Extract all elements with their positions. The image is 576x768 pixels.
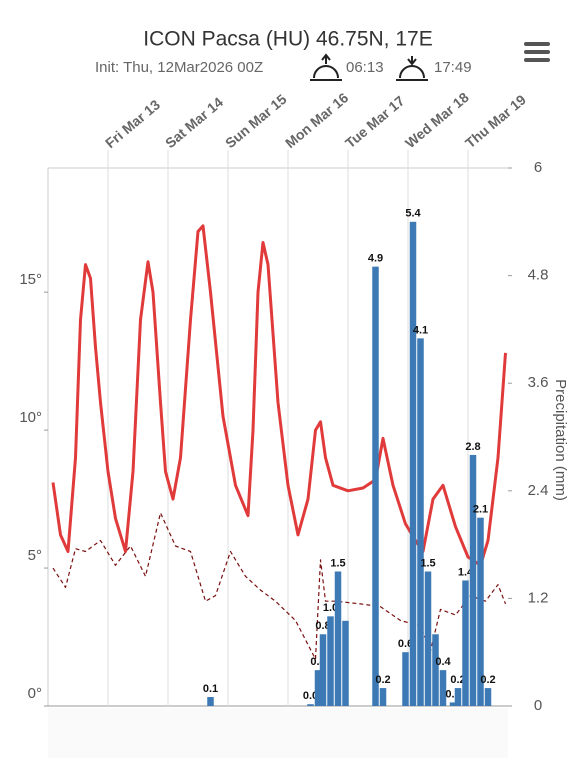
precip-bar: [319, 634, 327, 706]
x-tick-label: Wed Mar 18: [402, 89, 472, 151]
bar-value-label: 2.1: [473, 504, 488, 516]
precip-bar: [439, 670, 447, 706]
precip-bar: [454, 688, 462, 706]
dewpoint-line: [52, 512, 507, 660]
bar-value-label: 1.5: [420, 557, 435, 569]
bar-value-label: 0.2: [480, 674, 495, 686]
sunset-time: 17:49: [434, 59, 472, 76]
y2-tick-label: 1.2: [528, 589, 549, 606]
subtitle: Init: Thu, 12Mar2026 00Z: [95, 59, 263, 76]
bar-value-label: 2.8: [465, 441, 480, 453]
title: ICON Pacsa (HU) 46.75N, 17E: [143, 28, 432, 51]
precip-bar: [409, 221, 417, 707]
x-tick-label: Fri Mar 13: [102, 96, 163, 151]
bar-value-label: 0.2: [450, 674, 465, 686]
bar-value-label: 0.6: [398, 638, 413, 650]
precip-bar: [402, 652, 409, 706]
y2-tick-label: 3.6: [528, 374, 549, 391]
precip-bar: [379, 688, 387, 706]
sunrise-time: 06:13: [346, 59, 384, 76]
menu-button[interactable]: [524, 42, 550, 62]
bar-value-label: 4.9: [368, 253, 383, 265]
temperature-line: [51, 224, 507, 567]
bar-value-label: 0.4: [435, 656, 451, 668]
precip-bar: [327, 616, 334, 706]
y2-tick-label: 4.8: [528, 267, 549, 284]
precip-bar: [462, 580, 469, 706]
sunset-icon: [396, 56, 428, 81]
precip-bar: [477, 517, 484, 706]
x-tick-label: Mon Mar 16: [282, 89, 351, 151]
sunrise-icon: [310, 53, 342, 81]
y-tick-label: 10°: [19, 409, 42, 426]
bar-value-label: 1.0: [323, 602, 338, 614]
y2-tick-label: 2.4: [528, 482, 549, 499]
precip-bar: [334, 571, 342, 706]
precip-bar: [424, 571, 432, 706]
precip-bar: [417, 338, 424, 706]
x-tick-label: Thu Mar 19: [462, 91, 529, 151]
x-tick-label: Tue Mar 17: [342, 92, 408, 151]
precip-bar: [449, 702, 457, 706]
y2-tick-label: 6: [534, 159, 542, 176]
bar-value-label: 0.0: [303, 690, 318, 702]
precip-bar: [432, 634, 439, 706]
precip-bar: [372, 266, 379, 706]
y2-tick-label: 0: [534, 697, 542, 714]
x-tick-label: Sat Mar 14: [162, 94, 226, 151]
wind-strip: [48, 708, 508, 758]
bar-value-label: 5.4: [405, 208, 421, 220]
x-tick-label: Sun Mar 15: [222, 91, 290, 151]
precip-bar: [307, 704, 314, 706]
precip-bar: [484, 688, 492, 706]
y-tick-label: 0°: [28, 685, 42, 702]
bar-value-label: 0.8: [315, 620, 330, 632]
bar-value-label: 1.5: [330, 557, 345, 569]
bar-value-label: 0.1: [203, 683, 218, 695]
y-tick-label: 5°: [28, 547, 42, 564]
bar-value-label: 0.2: [375, 674, 390, 686]
y-tick-label: 15°: [19, 271, 42, 288]
bar-value-label: 4.1: [413, 324, 428, 336]
precip-bar: [342, 620, 349, 706]
y2-axis-label: Precipitation (mm): [552, 379, 569, 501]
precip-bar: [207, 697, 214, 706]
precip-bar: [469, 454, 477, 706]
precip-bar: [314, 670, 322, 706]
